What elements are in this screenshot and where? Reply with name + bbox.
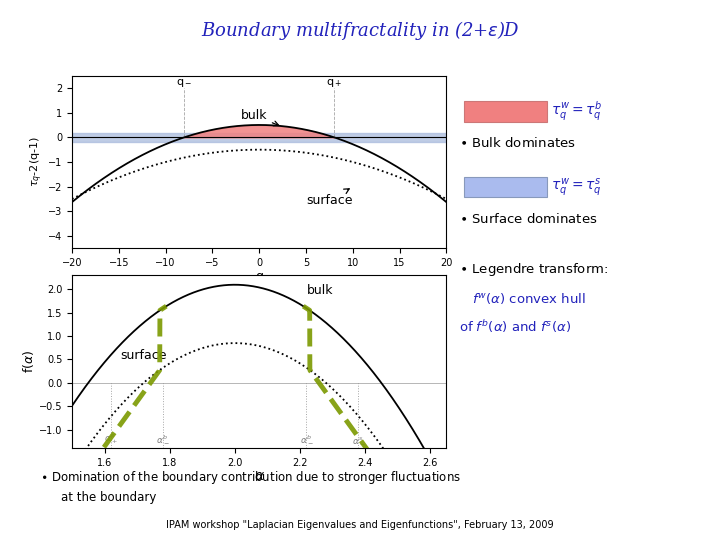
Text: $\tau_q^w = \tau_q^s$: $\tau_q^w = \tau_q^s$ <box>551 176 601 198</box>
Text: $\bullet$ Legendre transform:: $\bullet$ Legendre transform: <box>459 261 608 279</box>
Text: surface: surface <box>306 189 353 207</box>
Text: q$_+$: q$_+$ <box>326 77 342 90</box>
Text: of $f^b(\alpha)$ and $f^s(\alpha)$: of $f^b(\alpha)$ and $f^s(\alpha)$ <box>459 318 572 335</box>
Text: $f^w(\alpha)$ convex hull: $f^w(\alpha)$ convex hull <box>472 291 585 306</box>
Text: $\bullet$ Domination of the boundary contribution due to stronger fluctuations: $\bullet$ Domination of the boundary con… <box>40 469 461 487</box>
Text: $\alpha_-^b$: $\alpha_-^b$ <box>156 434 170 446</box>
Bar <box>72 133 446 142</box>
Y-axis label: $\tau_q$-2(q-1): $\tau_q$-2(q-1) <box>29 137 45 187</box>
Text: IPAM workshop "Laplacian Eigenvalues and Eigenfunctions", February 13, 2009: IPAM workshop "Laplacian Eigenvalues and… <box>166 520 554 530</box>
Text: surface: surface <box>120 349 167 362</box>
X-axis label: q: q <box>255 269 264 282</box>
Text: bulk: bulk <box>307 284 333 297</box>
Text: at the boundary: at the boundary <box>61 491 156 504</box>
Text: $\bullet$ Bulk dominates: $\bullet$ Bulk dominates <box>459 136 576 150</box>
Text: $\alpha_+^s$: $\alpha_+^s$ <box>104 433 118 446</box>
Text: q$_-$: q$_-$ <box>176 77 192 90</box>
Text: $\alpha_-^b$: $\alpha_-^b$ <box>300 434 313 446</box>
Text: $\alpha_-^s$: $\alpha_-^s$ <box>351 435 365 446</box>
Text: Boundary multifractality in (2+$\varepsilon$)D: Boundary multifractality in (2+$\varepsi… <box>201 19 519 42</box>
Text: bulk: bulk <box>240 109 279 126</box>
Text: $\tau_q^w = \tau_q^b$: $\tau_q^w = \tau_q^b$ <box>551 99 602 123</box>
Y-axis label: f($\alpha$): f($\alpha$) <box>21 350 36 374</box>
X-axis label: $\alpha$: $\alpha$ <box>253 469 265 483</box>
Text: $\bullet$ Surface dominates: $\bullet$ Surface dominates <box>459 212 598 226</box>
